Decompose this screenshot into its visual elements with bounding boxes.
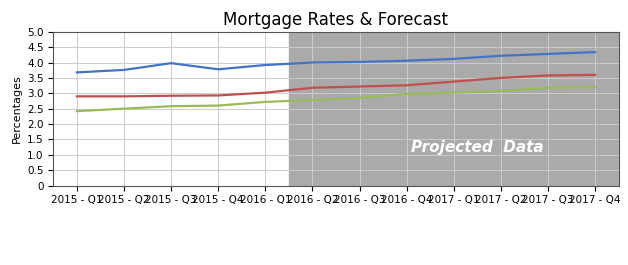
Y-axis label: Percentages: Percentages <box>11 74 21 143</box>
Bar <box>289 32 619 186</box>
Title: Mortgage Rates & Forecast: Mortgage Rates & Forecast <box>224 11 448 29</box>
Text: Projected  Data: Projected Data <box>411 140 544 154</box>
